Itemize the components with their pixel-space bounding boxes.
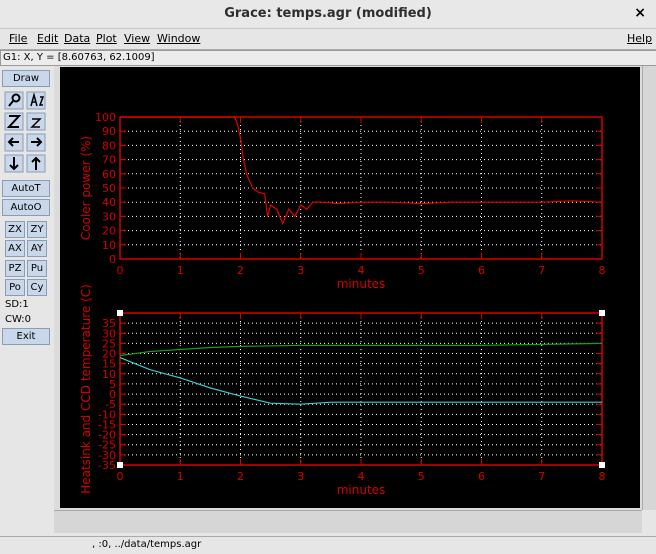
- data-line: [119, 357, 602, 405]
- menu-item[interactable]: Window: [157, 32, 201, 45]
- data-line: [119, 342, 603, 357]
- x-tick-label: 1: [177, 264, 184, 277]
- y-tick-label: 10: [102, 239, 116, 252]
- x-tick-label: 4: [358, 264, 365, 277]
- x-tick-label: 3: [297, 470, 304, 483]
- exit-button[interactable]: Exit: [2, 328, 50, 345]
- y-tick-label: 35: [102, 317, 116, 330]
- menu-item[interactable]: Plot: [96, 32, 117, 45]
- y-tick-label: 90: [102, 125, 116, 138]
- y-axis-label: Heatsink and CCD temperature (C): [79, 284, 93, 494]
- menu-item[interactable]: File: [9, 32, 28, 45]
- y-tick-label: -5: [105, 398, 116, 411]
- y-tick-label: 30: [102, 327, 116, 340]
- x-axis-label: minutes: [337, 483, 386, 497]
- vertical-scrollbar[interactable]: [642, 66, 656, 510]
- y-tick-label: 5: [109, 378, 116, 391]
- x-tick-label: 4: [358, 470, 365, 483]
- y-tick-label: 0: [109, 253, 116, 266]
- x-tick-label: 2: [237, 264, 244, 277]
- cw-label: CW:0: [5, 314, 32, 325]
- x-tick-label: 6: [478, 264, 485, 277]
- x-tick-label: 2: [237, 470, 244, 483]
- tool-button[interactable]: Pu: [27, 260, 47, 277]
- x-tick-label: 8: [599, 264, 606, 277]
- y-tick-label: 15: [102, 358, 116, 371]
- x-tick-label: 7: [538, 470, 545, 483]
- x-tick-label: 8: [599, 470, 606, 483]
- x-axis-label: minutes: [337, 277, 386, 291]
- tool-button[interactable]: AY: [27, 240, 47, 257]
- y-tick-label: 30: [102, 210, 116, 223]
- selection-handle: [599, 462, 605, 468]
- x-tick-label: 5: [418, 264, 425, 277]
- y-tick-label: -15: [98, 418, 116, 431]
- set-label: SD:1: [5, 299, 29, 310]
- draw-button[interactable]: Draw: [2, 70, 50, 87]
- y-axis-label: Cooler power (%): [79, 136, 93, 240]
- y-tick-label: -25: [98, 439, 116, 452]
- x-tick-label: 0: [117, 470, 124, 483]
- menu-item[interactable]: Edit: [37, 32, 59, 45]
- y-tick-label: 25: [102, 337, 116, 350]
- autoorigin-button[interactable]: AutoO: [2, 199, 50, 216]
- y-tick-label: 70: [102, 154, 116, 167]
- menu-item[interactable]: Data: [64, 32, 91, 45]
- y-tick-label: 0: [109, 388, 116, 401]
- tool-icons: [4, 91, 46, 173]
- status-text: , :0, ../data/temps.agr: [92, 539, 202, 550]
- y-tick-label: -30: [98, 449, 116, 462]
- x-tick-label: 3: [297, 264, 304, 277]
- x-tick-label: 7: [538, 264, 545, 277]
- plot-frame: [119, 312, 603, 466]
- tool-button[interactable]: Cy: [27, 279, 47, 296]
- menu-item[interactable]: View: [124, 32, 151, 45]
- window-title: Grace: temps.agr (modified): [224, 6, 432, 21]
- tool-button[interactable]: Po: [5, 279, 25, 296]
- y-tick-label: 100: [95, 111, 116, 124]
- y-tick-label: 80: [102, 139, 116, 152]
- x-tick-label: 5: [418, 470, 425, 483]
- tool-button[interactable]: ZX: [5, 221, 25, 238]
- close-button[interactable]: ×: [634, 5, 646, 21]
- icon-glyphs: [6, 92, 45, 171]
- selection-handle: [599, 310, 605, 316]
- x-tick-label: 6: [478, 470, 485, 483]
- y-tick-label: 20: [102, 225, 116, 238]
- zoom-out-button[interactable]: [26, 112, 46, 131]
- y-tick-label: -20: [98, 429, 116, 442]
- y-tick-label: 20: [102, 348, 116, 361]
- x-tick-label: 1: [177, 470, 184, 483]
- y-tick-label: 10: [102, 368, 116, 381]
- locator: G1: X, Y = [8.60763, 62.1009]: [0, 50, 656, 66]
- horizontal-scrollbar[interactable]: [54, 510, 642, 533]
- y-tick-label: -35: [98, 459, 116, 472]
- tool-button[interactable]: AX: [5, 240, 25, 257]
- x-tick-label: 0: [117, 264, 124, 277]
- selection-handle: [117, 462, 123, 468]
- status-bar: [0, 536, 656, 554]
- plot-frame: [119, 116, 603, 260]
- autotick-button[interactable]: AutoT: [2, 180, 50, 197]
- tool-button[interactable]: ZY: [27, 221, 47, 238]
- y-tick-label: 50: [102, 182, 116, 195]
- y-tick-label: -10: [98, 408, 116, 421]
- title-bar: [0, 0, 656, 29]
- data-line: [120, 116, 603, 226]
- y-tick-label: 60: [102, 168, 116, 181]
- y-tick-label: 40: [102, 196, 116, 209]
- tool-button[interactable]: PZ: [5, 260, 25, 277]
- selection-handle: [117, 310, 123, 316]
- menu-item[interactable]: Help: [627, 32, 653, 45]
- menu-bar: [0, 29, 656, 50]
